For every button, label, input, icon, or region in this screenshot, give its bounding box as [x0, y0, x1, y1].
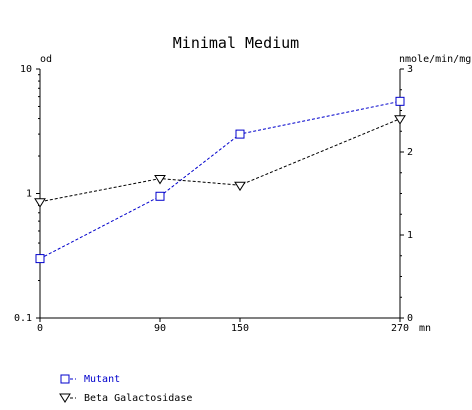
chart-title: Minimal Medium: [173, 34, 299, 52]
data-point-mutant: [35, 254, 45, 264]
x-tick-label: 90: [154, 323, 166, 334]
data-point-mutant: [235, 129, 245, 139]
left-y-tick-label: 0.1: [14, 313, 32, 324]
right-y-tick-label: 0: [407, 313, 413, 324]
right-y-tick-label: 1: [407, 230, 413, 241]
x-tick-label: 0: [37, 323, 43, 334]
legend-label-beta-galactosidase: Beta Galactosidase: [84, 393, 192, 404]
data-point-beta-galactosidase: [154, 175, 166, 185]
x-tick-label: 270: [391, 323, 409, 334]
x-axis-label: mn: [419, 323, 431, 334]
right-y-tick-label: 2: [407, 147, 413, 158]
data-point-mutant: [155, 191, 165, 201]
series-line-mutant: [39, 100, 401, 260]
data-point-beta-galactosidase: [34, 198, 46, 208]
left-y-tick-label: 1: [26, 189, 32, 200]
legend-marker-mutant: [60, 374, 70, 384]
legend: Mutant Beta Galactosidase: [59, 374, 192, 404]
legend-marker-beta-galactosidase: [59, 393, 71, 403]
series-layer: [34, 96, 406, 264]
data-point-beta-galactosidase: [234, 181, 246, 192]
data-point-beta-galactosidase: [394, 115, 406, 125]
x-tick-label: 150: [231, 323, 249, 334]
left-y-tick-label: 10: [20, 64, 32, 75]
right-y-tick-label: 3: [407, 64, 413, 75]
legend-label-mutant: Mutant: [84, 374, 120, 385]
right-axis-label: nmole/min/mg: [399, 54, 471, 65]
left-axis-label: od: [40, 54, 52, 65]
axes: [36, 68, 404, 322]
data-point-mutant: [395, 96, 405, 106]
series-line-beta-galactosidase: [39, 118, 401, 203]
